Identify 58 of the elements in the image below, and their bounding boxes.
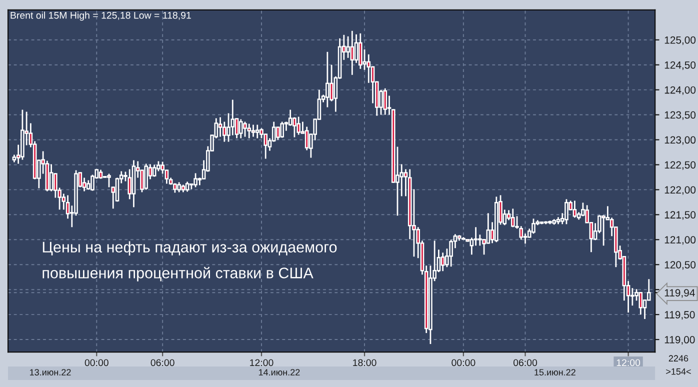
x-tick-label: 18:00: [353, 359, 376, 366]
candlestick: [346, 36, 350, 59]
chart-title: Brent oil 15M High = 125,18 Low = 118,91: [10, 12, 191, 21]
y-tick-label: 120,50: [664, 261, 696, 270]
y-tick-label: 123,00: [664, 136, 696, 145]
candlestick: [478, 234, 482, 246]
candlestick: [255, 124, 260, 139]
candlestick: [185, 181, 190, 192]
x-tick-label: 12:00: [250, 359, 274, 366]
text: 15.июн.22: [534, 369, 576, 376]
text: >154<: [666, 368, 691, 375]
y-tick-label: 119,50: [664, 311, 695, 320]
x-tick-label: 00:00: [452, 359, 476, 366]
x-tick-label: 06:00: [150, 359, 174, 366]
candlestick: [173, 182, 177, 194]
y-tick-label: 121,00: [664, 236, 696, 245]
candlestick: [572, 200, 577, 218]
x-tick-label: 00:00: [84, 359, 108, 366]
candlestick: [440, 252, 445, 272]
y-tick-label: 125,00: [664, 36, 696, 45]
candlestick: [280, 121, 284, 138]
candlestick: [486, 212, 490, 244]
candlestick: [366, 54, 371, 84]
y-tick-label: 124,50: [664, 61, 696, 70]
candlestick: [350, 30, 354, 76]
candlestick: [243, 121, 247, 138]
y-tick-label: 119,94: [664, 289, 695, 298]
candlestick: [276, 126, 280, 140]
candlestick: [144, 163, 148, 190]
candlestick: [304, 126, 309, 151]
y-tick-label: 122,50: [664, 161, 696, 170]
candlestick: [247, 123, 252, 139]
annotation: Цены на нефть падают из-за ожидаемого повышения процентной ставки в США: [42, 241, 337, 282]
candlestick: [638, 291, 643, 316]
candlestick: [383, 88, 388, 116]
candlestick: [564, 198, 568, 225]
candlestick: [326, 51, 330, 108]
y-tick-label: 121,50: [664, 211, 696, 220]
y-tick-label: 123,50: [664, 111, 696, 120]
y-tick-label: 124,00: [664, 86, 696, 95]
candlestick: [222, 121, 226, 142]
candlestick: [251, 124, 256, 138]
text: 2246: [668, 355, 688, 362]
text: 14.июн.22: [258, 369, 300, 376]
x-tick-label: 06:00: [513, 359, 538, 366]
candlestick: [177, 182, 181, 193]
y-tick-label: 119,00: [664, 336, 695, 345]
candlestick: [510, 208, 515, 228]
text: 13.июн.22: [30, 369, 71, 376]
candlestick: [128, 168, 132, 200]
candlestick: [296, 116, 300, 136]
candlestick: [238, 118, 243, 139]
y-tick-label: 122,00: [664, 186, 696, 195]
x-tick-label: 12:00: [616, 359, 640, 366]
candlestick: [194, 172, 198, 188]
candlestick: [358, 32, 362, 70]
candlestick: [532, 218, 536, 234]
candlestick: [49, 164, 54, 192]
